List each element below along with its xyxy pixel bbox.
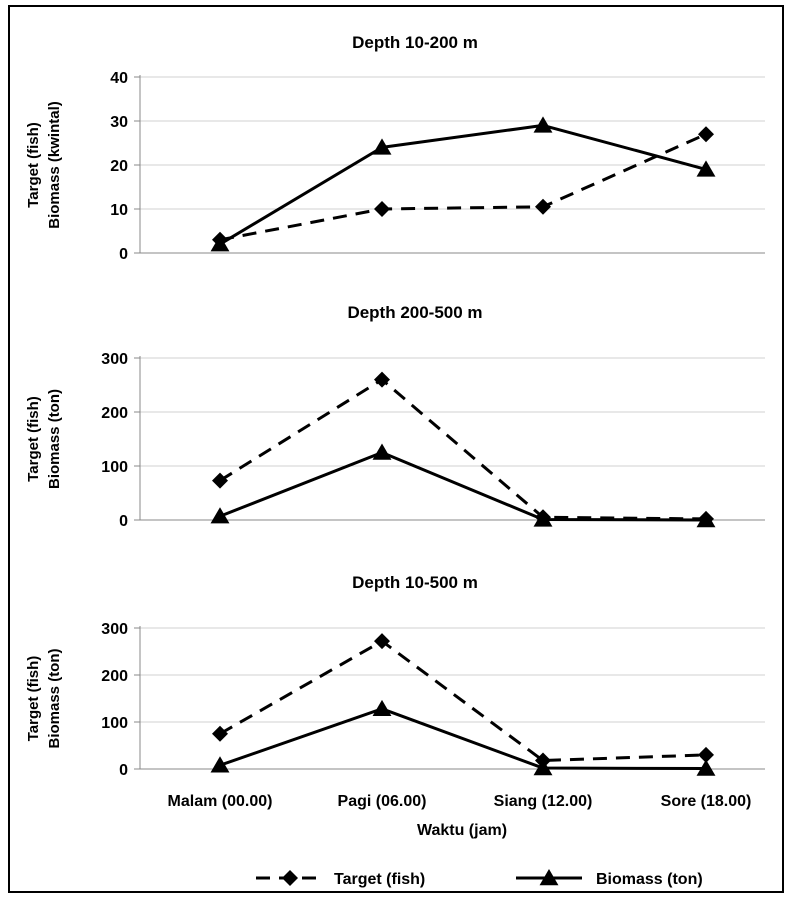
legend: Target (fish) Biomass (ton) <box>256 869 703 888</box>
x-tick-label: Sore (18.00) <box>661 793 752 810</box>
panel-3: Depth 10-500 m 0 100 200 300 Target (fish) Bio… <box>25 573 765 839</box>
y-tick-label: 0 <box>119 246 128 263</box>
data-point-target <box>212 473 228 489</box>
y-axis-label-line1: Target (fish) <box>25 656 42 742</box>
y-axis-label-line2: Biomass (ton) <box>46 648 63 748</box>
data-point-biomass <box>211 507 230 523</box>
series-line-biomass <box>220 453 706 521</box>
y-axis-label-line1: Target (fish) <box>25 396 42 482</box>
y-tick-label: 30 <box>110 114 128 131</box>
series-line-biomass <box>220 709 706 769</box>
series-line-target <box>220 641 706 760</box>
y-tick-label: 100 <box>101 459 128 476</box>
y-tick-label: 300 <box>101 621 128 638</box>
y-tick-label: 100 <box>101 715 128 732</box>
data-point-biomass <box>373 444 392 460</box>
y-axis-label: Target (fish) Biomass (ton) <box>25 648 63 748</box>
y-axis-label: Target (fish) Biomass (kwintal) <box>25 101 63 229</box>
legend-label-biomass: Biomass (ton) <box>596 871 703 888</box>
y-axis-label-line2: Biomass (kwintal) <box>46 101 63 229</box>
panel-1: Depth 10-200 m 0 10 20 30 40 Target (fish) Biom… <box>25 33 765 263</box>
y-tick-label: 20 <box>110 158 128 175</box>
data-point-target <box>212 726 228 742</box>
x-tick-label: Siang (12.00) <box>494 793 593 810</box>
data-point-target <box>374 201 390 217</box>
data-point-target <box>535 199 551 215</box>
data-point-biomass <box>373 700 392 716</box>
x-tick-label: Pagi (06.00) <box>338 793 427 810</box>
y-axis-label-line2: Biomass (ton) <box>46 389 63 489</box>
data-point-target <box>698 126 714 142</box>
y-tick-label: 0 <box>119 762 128 779</box>
panel-2: Depth 200-500 m 0 100 200 300 Target (fish) Bi… <box>25 303 765 530</box>
panel-title: Depth 10-500 m <box>352 573 478 592</box>
y-axis-label-line1: Target (fish) <box>25 122 42 208</box>
x-tick-label: Malam (00.00) <box>168 793 273 810</box>
y-tick-label: 300 <box>101 351 128 368</box>
x-axis-title: Waktu (jam) <box>417 822 507 839</box>
legend-label-target: Target (fish) <box>334 871 425 888</box>
legend-marker-target <box>282 870 298 886</box>
y-tick-label: 10 <box>110 202 128 219</box>
y-tick-label: 0 <box>119 513 128 530</box>
y-tick-label: 200 <box>101 405 128 422</box>
panel-title: Depth 200-500 m <box>347 303 482 322</box>
data-point-target <box>374 372 390 388</box>
y-tick-label: 200 <box>101 668 128 685</box>
series-line-target <box>220 380 706 519</box>
y-axis-label: Target (fish) Biomass (ton) <box>25 389 63 489</box>
panel-title: Depth 10-200 m <box>352 33 478 52</box>
data-point-biomass <box>534 116 553 132</box>
y-tick-label: 40 <box>110 70 128 87</box>
